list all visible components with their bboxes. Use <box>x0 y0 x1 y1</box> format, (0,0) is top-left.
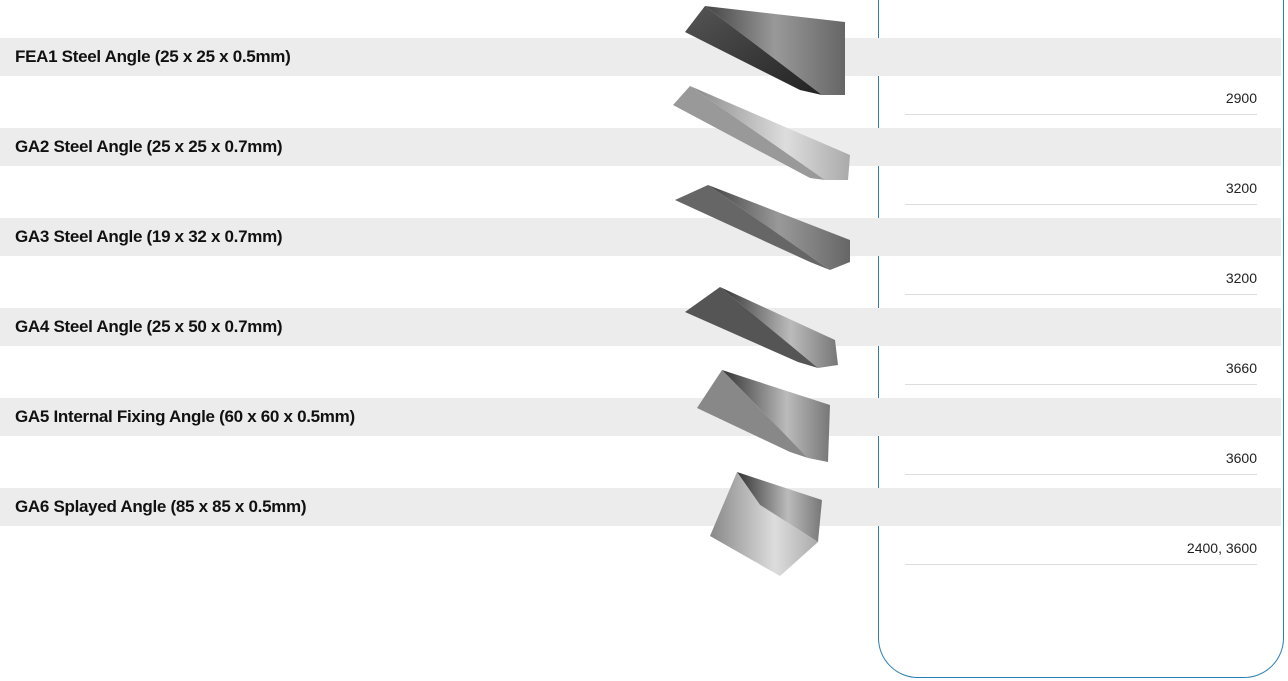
row-bar <box>0 398 1281 436</box>
row-bar <box>0 488 1281 526</box>
row-bar <box>0 218 1281 256</box>
product-length: 2900 <box>905 88 1257 115</box>
angle-image <box>675 185 850 270</box>
product-name: GA4 Steel Angle (25 x 50 x 0.7mm) <box>15 317 283 336</box>
product-name: GA6 Splayed Angle (85 x 85 x 0.5mm) <box>15 497 307 516</box>
product-name: FEA1 Steel Angle (25 x 25 x 0.5mm) <box>15 47 291 66</box>
angle-image <box>697 370 830 462</box>
angle-image <box>685 6 845 95</box>
product-name: GA3 Steel Angle (19 x 32 x 0.7mm) <box>15 227 283 246</box>
product-length: 3660 <box>905 358 1257 385</box>
angle-image <box>710 472 822 576</box>
row-bar <box>0 128 1281 166</box>
product-name: GA2 Steel Angle (25 x 25 x 0.7mm) <box>15 137 283 156</box>
product-length: 2400, 3600 <box>905 538 1257 565</box>
row-bar <box>0 308 1281 346</box>
angle-image <box>673 86 850 180</box>
angle-image <box>685 287 838 368</box>
product-length: 3200 <box>905 178 1257 205</box>
row-bar <box>0 38 1281 76</box>
product-name: GA5 Internal Fixing Angle (60 x 60 x 0.5… <box>15 407 355 426</box>
product-length: 3200 <box>905 268 1257 295</box>
product-length: 3600 <box>905 448 1257 475</box>
